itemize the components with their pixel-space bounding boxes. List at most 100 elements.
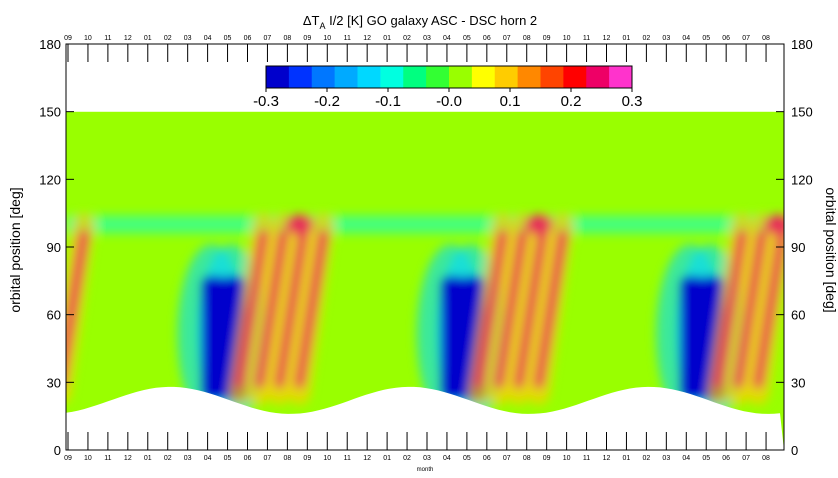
colorbar-swatch [540,66,564,88]
x-tick-label-bottom: 05 [463,455,471,462]
x-tick-label-bottom: 11 [344,455,351,462]
x-tick-label-top: 04 [682,35,690,42]
colorbar-swatch [609,66,633,88]
x-tick-label-bottom: 05 [702,455,710,462]
field-low-core [440,276,465,401]
y-tick-label-left: 90 [47,240,61,255]
y-tick-label-right: 120 [791,172,813,187]
field-high-core [733,229,768,389]
x-tick-label-bottom: 07 [503,455,511,462]
colorbar-swatch [471,66,496,88]
x-tick-label-top: 07 [503,35,511,42]
x-tick-label-top: 01 [144,35,152,42]
y-axis-label-left: orbital position [deg] [7,187,23,312]
field-high-core [493,229,528,389]
x-tick-label-top: 10 [323,35,331,42]
x-tick-label-bottom: 10 [84,455,92,462]
field-high-core [294,229,329,389]
field-hot-spot [285,214,314,235]
x-tick-label-top: 05 [224,35,232,42]
x-tick-label-bottom: 04 [204,455,212,462]
colorbar-tick-label: -0.0 [436,93,462,110]
x-tick-label-bottom: 11 [583,455,590,462]
field-high-core [713,229,748,389]
field-high-core [234,229,269,389]
chart-title-prefix: ΔT [303,13,320,28]
heatmap-field [66,44,784,450]
y-tick-label-left: 0 [54,443,61,458]
x-tick-label-top: 08 [523,35,531,42]
x-tick-label-bottom: 12 [124,455,132,462]
x-tick-label-bottom: 03 [662,455,670,462]
x-tick-label-bottom: 04 [682,455,690,462]
colorbar-swatch [380,66,404,88]
x-tick-label-top: 04 [204,35,212,42]
field-high-core [533,229,568,389]
field-high-core [473,229,508,389]
x-tick-label-top: 07 [264,35,272,42]
chart-title-rest: I/2 [K] GO galaxy ASC - DSC horn 2 [325,13,537,28]
y-tick-label-left: 60 [47,308,61,323]
x-tick-label-bottom: 01 [623,455,631,462]
colorbar-swatch [449,66,473,88]
y-tick-label-right: 30 [791,375,805,390]
x-axis-label: month [417,467,434,473]
x-tick-label-top: 05 [463,35,471,42]
x-tick-label-top: 12 [124,35,132,42]
y-tick-label-right: 180 [791,37,813,52]
x-tick-label-bottom: 09 [543,455,551,462]
field-hot-spot [764,214,784,235]
x-tick-label-bottom: 04 [443,455,451,462]
x-tick-label-top: 05 [702,35,710,42]
field-high-core [753,229,784,389]
y-tick-label-left: 180 [39,37,61,52]
x-tick-label-bottom: 08 [283,455,291,462]
colorbar-tick-label: 0.1 [500,93,521,110]
colorbar-swatch [266,66,290,88]
x-tick-label-top: 11 [583,35,590,42]
colorbar: -0.3 -0.2 -0.1 -0.0 0.1 0.2 0.3 [253,65,642,110]
chart-title-sub: A [319,21,325,31]
field-low-core [201,276,226,401]
y-tick-label-right: 0 [791,443,798,458]
field-hot-spot [524,214,553,235]
x-tick-label-top: 12 [363,35,371,42]
field-band [66,215,784,234]
x-tick-label-top: 11 [344,35,351,42]
field-low-core [680,276,705,401]
colorbar-swatch [311,66,336,88]
x-tick-label-bottom: 10 [563,455,571,462]
x-tick-label-top: 09 [64,35,72,42]
field-high-core [274,229,309,389]
y-axis-label-right: orbital position [deg] [823,187,838,312]
field-no-data [66,386,784,450]
field-high-core [513,229,548,389]
x-tick-label-bottom: 09 [64,455,72,462]
x-tick-label-bottom: 08 [523,455,531,462]
colorbar-tick-label: -0.1 [375,93,401,110]
colorbar-swatch [288,66,313,88]
x-tick-label-bottom: 11 [104,455,111,462]
x-tick-label-top: 09 [303,35,311,42]
x-tick-label-top: 10 [563,35,571,42]
colorbar-swatch [426,66,450,88]
x-tick-label-top: 09 [543,35,551,42]
x-tick-label-top: 03 [184,35,192,42]
field-high-core [254,229,289,389]
x-tick-label-top: 12 [603,35,611,42]
colorbar-swatch [403,66,427,88]
x-tick-label-bottom: 07 [264,455,272,462]
x-tick-label-bottom: 01 [144,455,152,462]
x-tick-label-bottom: 03 [184,455,192,462]
colorbar-swatch [586,66,610,88]
colorbar-swatch [334,66,358,88]
x-tick-label-bottom: 09 [303,455,311,462]
x-tick-label-top: 06 [244,35,252,42]
x-tick-label-bottom: 01 [383,455,391,462]
x-tick-label-bottom: 06 [483,455,491,462]
x-tick-label-bottom: 12 [603,455,611,462]
x-tick-label-top: 03 [662,35,670,42]
x-tick-label-bottom: 10 [323,455,331,462]
x-tick-label-bottom: 03 [423,455,431,462]
